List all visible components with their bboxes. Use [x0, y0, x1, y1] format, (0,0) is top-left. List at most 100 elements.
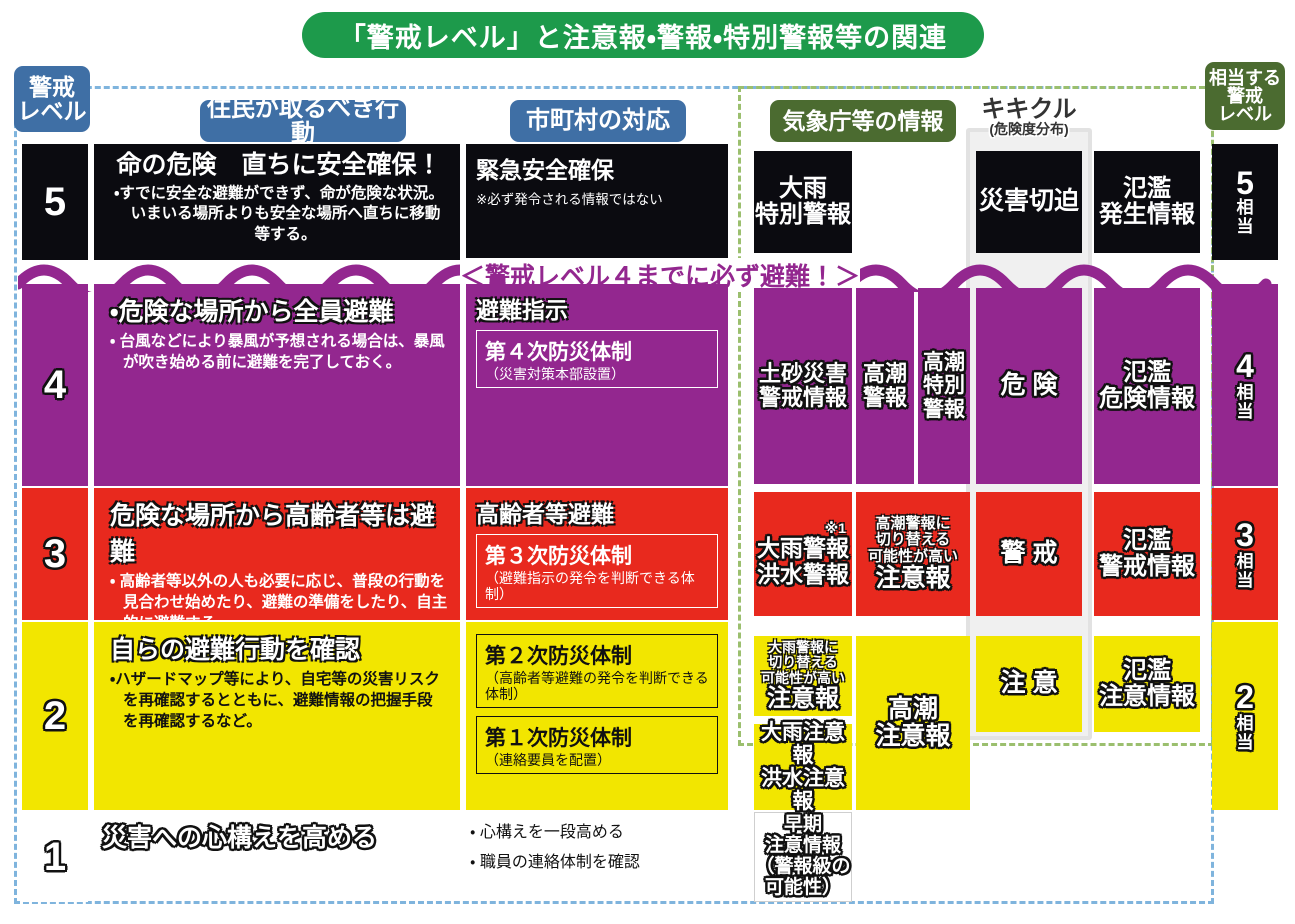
resident-action-body-5: ・すでに安全な避難ができず、命が危険な状況。いまいる場所よりも安全な場所へ直ちに… [114, 184, 444, 244]
resident-action-title-4: ・危険な場所から全員避難 [110, 298, 394, 326]
jma-chip-2-2-line2: 洪水注意報 [761, 767, 845, 814]
resident-action-title-5: 命の危険 直ちに安全確保！ [116, 151, 442, 179]
city-response-bullet-1-first: ・ 心構えを一段高める [470, 824, 624, 841]
city-box-title-4: 第４次防災体制 [485, 341, 632, 364]
header-warning-level: 警戒 レベル [14, 66, 90, 132]
jma-chip-2-1-big: 注意報 [767, 684, 839, 712]
city-response-box-2-second: 第１次防災体制 （連絡要員を配置） [476, 716, 718, 775]
flood-label-5-line2: 発生情報 [1099, 201, 1195, 228]
jma-chip-early-warning-info-1: 早期 注意情報 （警報級の 可能性） [754, 812, 852, 902]
jma-chip-heavy-rain-emergency-5: 大雨 特別警報 [754, 151, 852, 253]
flood-chip-level-5: 氾濫 発生情報 [1094, 151, 1200, 253]
flood-chip-level-2: 氾濫 注意情報 [1094, 636, 1200, 732]
city-response-note-5: ※必ず発令される情報ではない [476, 192, 663, 207]
flood-chip-level-4: 氾濫 危険情報 [1094, 288, 1200, 484]
city-box-sub-4: （災害対策本部設置） [485, 366, 625, 382]
equivalent-level-4-num: 4 [1236, 347, 1254, 384]
jma-chip-4-3-line3: 警報 [923, 397, 965, 421]
equivalent-level-4-w2: 当 [1236, 401, 1254, 421]
jma-chip-1-1-line3: （警報級の [755, 856, 851, 877]
header-jma-info: 気象庁等の情報 [770, 100, 956, 142]
resident-action-level-5: 命の危険 直ちに安全確保！ ・すでに安全な避難ができず、命が危険な状況。いまいる… [94, 144, 460, 260]
level-number-1: 1 [22, 812, 88, 902]
jma-chip-2-1-small1: 大雨警報に [768, 638, 838, 655]
city-response-level-3: 高齢者等避難 第３次防災体制 （避難指示の発令を判断できる体制） [466, 488, 728, 620]
equivalent-level-3: 3 相 当 [1212, 488, 1278, 620]
city-response-level-4: 避難指示 第４次防災体制 （災害対策本部設置） [466, 284, 728, 486]
header-resident-action: 住民が取るべき行動 [200, 96, 406, 146]
header-equivalent-level: 相当する 警戒 レベル [1205, 62, 1285, 130]
kikikuru-chip-level-5: 災害切迫 [976, 151, 1082, 253]
jma-chip-3-2-small1: 高潮警報に [875, 514, 951, 532]
flood-label-2-line1: 氾濫 [1123, 656, 1171, 684]
resident-action-level-4: ・危険な場所から全員避難 ・ 台風などにより暴風が予想される場合は、暴風が吹き始… [94, 284, 460, 486]
city-response-box-3: 第３次防災体制 （避難指示の発令を判断できる体制） [476, 534, 718, 609]
city-response-head-4: 避難指示 [476, 297, 568, 323]
jma-chip-5-1-line1: 大雨 [779, 174, 827, 202]
kikikuru-label-3: 警 戒 [1000, 539, 1058, 568]
kikikuru-label-2: 注 意 [1000, 669, 1058, 698]
city-response-level-5: 緊急安全確保 ※必ず発令される情報ではない [466, 144, 728, 260]
equivalent-level-3-w1: 相 [1236, 551, 1254, 571]
city-response-box-2-first: 第２次防災体制 （高齢者等避難の発令を判断できる体制） [476, 634, 718, 709]
equivalent-level-4: 4 相 当 [1212, 284, 1278, 486]
header-warning-level-line2: レベル [17, 98, 87, 124]
header-equivalent-level-line1: 相当する [1209, 68, 1281, 88]
header-warning-level-line1: 警戒 [29, 73, 75, 100]
equivalent-level-2-num: 2 [1236, 678, 1254, 715]
jma-chip-heavy-rain-flood-warning-3: ※1 大雨警報 洪水警報 [754, 492, 852, 616]
jma-chip-3-1-note: ※1 [824, 520, 846, 536]
city-box-title-3: 第３次防災体制 [485, 545, 632, 568]
kikikuru-label-5: 災害切迫 [978, 187, 1079, 216]
jma-chip-3-1-line2: 洪水警報 [757, 560, 849, 587]
header-kikikuru-sub: (危険度分布) [989, 121, 1069, 137]
jma-chip-3-1-line1: 大雨警報 [757, 535, 849, 562]
jma-chip-sediment-warning-4: 土砂災害 警戒情報 [754, 288, 852, 484]
kikikuru-chip-level-2: 注 意 [976, 636, 1082, 732]
jma-chip-4-2-line2: 警報 [862, 385, 907, 410]
jma-chip-3-2-small3: 可能性が高い [867, 547, 958, 565]
flood-label-2-line2: 注意情報 [1099, 683, 1195, 710]
level-number-3: 3 [22, 488, 88, 620]
resident-action-level-1: 災害への心構えを高める [94, 818, 460, 868]
jma-chip-heavy-rain-advisory-2: 大雨警報に 切り替える 可能性が高い 注意報 [754, 636, 852, 716]
equivalent-level-2-w1: 相 [1236, 713, 1254, 733]
jma-chip-4-3-line2: 特別 [923, 374, 965, 398]
header-kikikuru-main: キキクル [981, 96, 1077, 123]
jma-chip-3-2-big: 注意報 [875, 564, 951, 592]
city-response-box-4: 第４次防災体制 （災害対策本部設置） [476, 330, 718, 389]
resident-action-level-3: 危険な場所から高齢者等は避難 ・ 高齢者等以外の人も必要に応じ、普段の行動を見合… [94, 488, 460, 632]
jma-chip-2-1-small2: 切り替える [768, 654, 838, 671]
equivalent-level-2-w2: 当 [1236, 732, 1254, 752]
jma-chip-storm-surge-warning-4: 高潮 警報 [856, 288, 914, 484]
resident-action-body-4: ・ 台風などにより暴風が予想される場合は、暴風が吹き始める前に避難を完了しておく… [110, 333, 445, 371]
jma-chip-5-1-line2: 特別警報 [755, 201, 851, 228]
equivalent-level-5-w2: 当 [1236, 217, 1254, 236]
header-equivalent-level-line2: 警戒 [1227, 86, 1263, 106]
city-response-level-1: ・ 心構えを一段高める ・ 職員の連絡体制を確認 [470, 818, 732, 879]
resident-action-level-2: 自らの避難行動を確認 ・ハザードマップ等により、自宅等の災害リスクを再確認すると… [94, 622, 460, 810]
level-number-5: 5 [22, 144, 88, 260]
resident-action-title-1: 災害への心構えを高める [102, 824, 378, 852]
jma-chip-2-2-line1: 大雨注意報 [761, 720, 845, 767]
resident-action-body-2: ・ハザードマップ等により、自宅等の災害リスクを再確認するとともに、避難情報の把握… [110, 671, 440, 730]
flood-label-4-line1: 氾濫 [1123, 358, 1171, 386]
header-kikikuru: キキクル (危険度分布) [966, 98, 1092, 142]
equivalent-level-5: 5 相 当 [1212, 144, 1278, 260]
city-box-title-2-first: 第２次防災体制 [485, 645, 632, 668]
city-box-sub-2-first: （高齢者等避難の発令を判断できる体制） [485, 670, 709, 703]
kikikuru-label-4: 危 険 [1000, 371, 1058, 400]
page-title: 「警戒レベル」と注意報・警報・特別警報等の関連 [302, 12, 984, 58]
resident-action-title-3: 危険な場所から高齢者等は避難 [110, 502, 436, 566]
flood-chip-level-3: 氾濫 警戒情報 [1094, 492, 1200, 616]
equivalent-level-4-w1: 相 [1236, 382, 1254, 402]
flood-label-3-line2: 警戒情報 [1099, 553, 1195, 580]
jma-chip-2-3-line2: 注意報 [875, 722, 951, 750]
city-response-level-2: 第２次防災体制 （高齢者等避難の発令を判断できる体制） 第１次防災体制 （連絡要… [466, 622, 728, 810]
jma-chip-3-2-small2: 切り替える [875, 531, 951, 548]
city-box-title-2-second: 第１次防災体制 [485, 727, 632, 751]
city-response-head-3: 高齢者等避難 [476, 501, 614, 527]
city-box-sub-3: （避難指示の発令を判断できる体制） [485, 570, 695, 603]
equivalent-level-5-num: 5 [1236, 165, 1254, 202]
